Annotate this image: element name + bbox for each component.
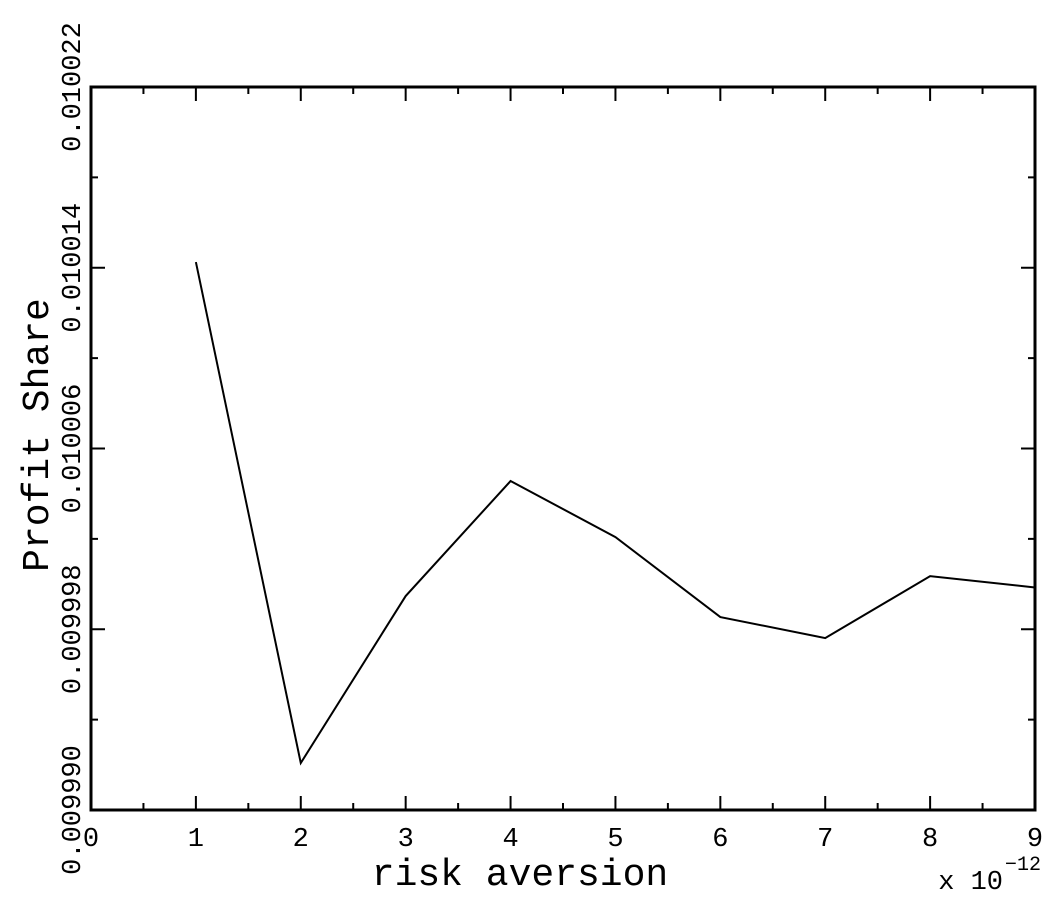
x-tick-label: 2 [293, 825, 309, 855]
y-tick-label: 0.009990 [59, 745, 89, 875]
y-tick-label: 0.010006 [59, 384, 89, 514]
x-tick-label: 0 [83, 825, 99, 855]
plot-frame [89, 85, 1037, 812]
x-tick-label: 6 [712, 825, 728, 855]
x-tick-label: 3 [398, 825, 414, 855]
x-tick-label: 9 [1027, 825, 1043, 855]
y-tick-label: 0.009998 [59, 564, 89, 694]
x-offset-exponent: −12 [1005, 854, 1041, 877]
x-tick-label: 4 [502, 825, 518, 855]
x-tick-label: 5 [607, 825, 623, 855]
data-line [194, 261, 1036, 766]
x-offset-base: x 10 [938, 868, 1003, 898]
x-tick-label: 7 [817, 825, 833, 855]
y-tick-label: 0.010022 [59, 22, 89, 152]
x-tick-label: 8 [922, 825, 938, 855]
x-tick-label: 1 [188, 825, 204, 855]
x-axis-label: risk aversion [372, 854, 668, 897]
y-axis-label: Profit Share [17, 298, 60, 572]
y-tick-label: 0.010014 [59, 203, 89, 333]
